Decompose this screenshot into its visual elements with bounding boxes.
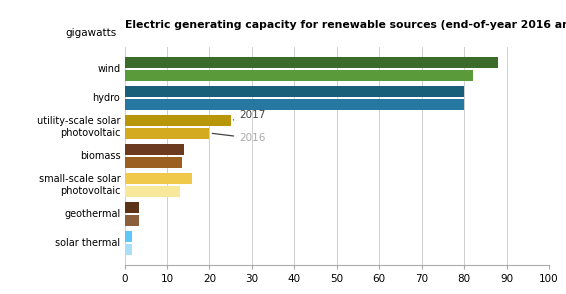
Text: 2017: 2017 xyxy=(233,110,265,120)
Bar xyxy=(125,69,473,81)
Bar xyxy=(125,243,132,255)
Bar xyxy=(125,115,231,126)
Bar xyxy=(125,231,132,242)
Text: 2016: 2016 xyxy=(212,133,265,143)
Bar xyxy=(125,186,179,197)
Bar xyxy=(125,57,498,68)
Text: Electric generating capacity for renewable sources (end-of-year 2016 and 2017): Electric generating capacity for renewab… xyxy=(125,20,566,30)
Bar xyxy=(125,144,184,155)
Bar xyxy=(125,202,139,213)
Bar xyxy=(125,215,139,225)
Text: gigawatts: gigawatts xyxy=(65,28,117,38)
Bar xyxy=(125,86,464,97)
Bar xyxy=(125,98,464,110)
Bar xyxy=(125,173,192,184)
Bar xyxy=(125,128,209,138)
Bar xyxy=(125,156,182,168)
